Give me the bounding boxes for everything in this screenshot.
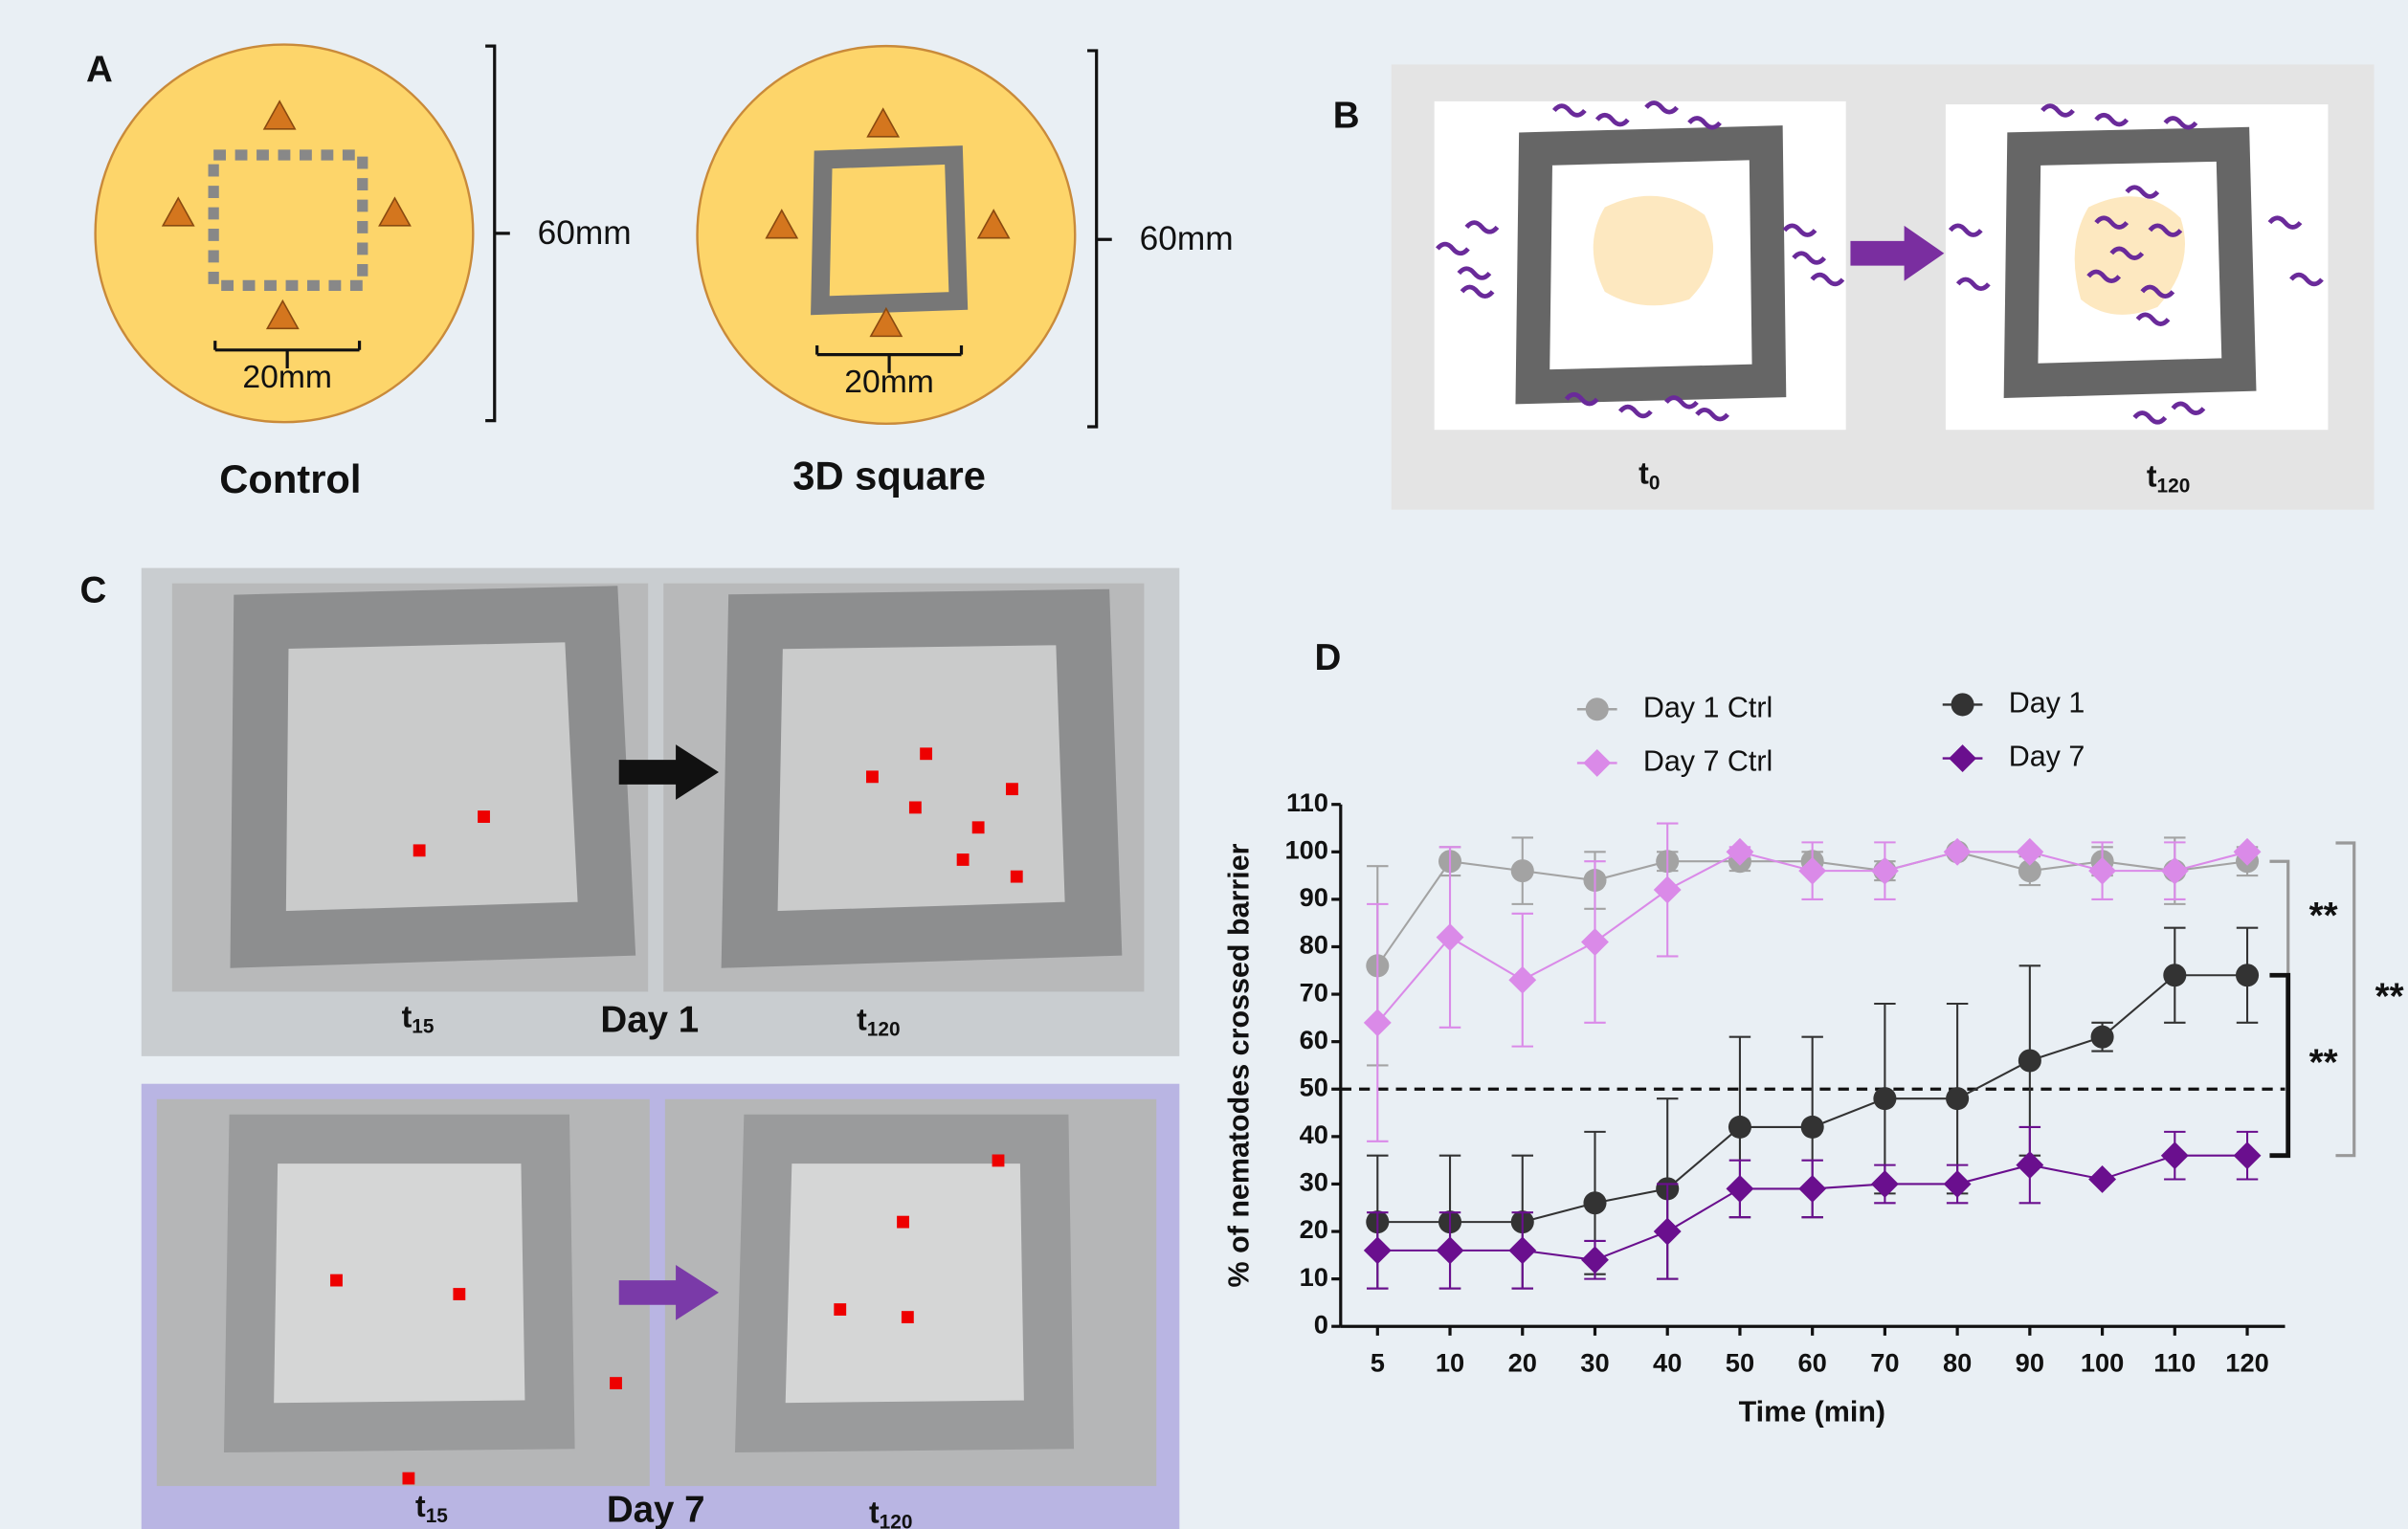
significance-label: **	[2309, 1043, 2338, 1084]
significance-label: **	[2309, 896, 2338, 937]
x-tick-label: 120	[2225, 1348, 2269, 1378]
data-point	[2091, 1026, 2114, 1049]
panel-label: A	[86, 50, 113, 91]
data-point	[1654, 1218, 1682, 1246]
data-point	[1654, 876, 1682, 904]
plot: 0 10 20 30 40 50 60 70 80 90 100 110 5 10 20 30 40 50 60 70…	[1284, 686, 2403, 1377]
data-point	[1946, 1087, 1969, 1110]
data-point	[2163, 964, 2186, 986]
y-tick-label: 70	[1300, 977, 1328, 1007]
x-tick-label: 40	[1653, 1348, 1682, 1378]
data-point	[1873, 1087, 1896, 1110]
x-tick-label: 60	[1798, 1348, 1827, 1378]
caption: Day 7	[607, 1490, 705, 1529]
time-sub: 0	[1649, 472, 1661, 494]
time-base: t	[1639, 456, 1649, 491]
y-tick-label: 40	[1300, 1119, 1328, 1149]
x-tick-label: 5	[1371, 1348, 1385, 1378]
y-tick-label: 0	[1314, 1309, 1328, 1339]
panel-label: D	[1315, 637, 1342, 678]
data-point	[1437, 1236, 1464, 1264]
legend-label: Day 7 Ctrl	[1643, 744, 1773, 777]
x-tick-label: 70	[1870, 1348, 1899, 1378]
significance-label: **	[2375, 977, 2404, 1018]
x-tick-label: 100	[2081, 1348, 2125, 1378]
caption: 3D square	[792, 454, 986, 499]
x-tick-label: 110	[2153, 1348, 2196, 1378]
x-tick-label: 90	[2016, 1348, 2044, 1378]
data-point	[1511, 859, 1534, 882]
legend-marker	[1951, 693, 1974, 716]
scale-label: 20mm	[844, 365, 934, 400]
data-point	[1508, 966, 1536, 994]
x-tick-label: 80	[1943, 1348, 1972, 1378]
y-tick-label: 10	[1300, 1262, 1328, 1292]
caption: Control	[219, 456, 361, 501]
scale-label: 20mm	[242, 360, 332, 395]
x-tick-label: 50	[1726, 1348, 1754, 1378]
legend-marker	[1949, 744, 1976, 772]
time-sub: 120	[867, 1018, 901, 1040]
significance-bracket	[2269, 861, 2287, 975]
panel-label: B	[1333, 96, 1360, 137]
figure: A 60mm 20mm Control 60mm 20mm 3D square …	[0, 0, 2408, 1529]
page: { "panel_a": { "label": "A", "control": …	[0, 0, 2408, 1529]
data-point	[1798, 1175, 1826, 1203]
data-point	[1364, 1008, 1392, 1036]
legend-label: Day 7	[2009, 741, 2085, 773]
x-tick-label: 10	[1436, 1348, 1464, 1378]
dimension: 60mm	[1140, 220, 1234, 257]
data-point	[1364, 1236, 1392, 1264]
time-base: t	[869, 1496, 880, 1529]
legend-marker	[1586, 698, 1609, 720]
time-sub: 120	[880, 1511, 913, 1529]
time-base: t	[857, 1003, 867, 1037]
time-base: t	[415, 1490, 426, 1524]
data-point	[2016, 838, 2043, 866]
y-tick-label: 90	[1300, 882, 1328, 912]
y-tick-label: 30	[1300, 1167, 1328, 1197]
data-point	[2018, 1049, 2041, 1072]
data-point	[1801, 1116, 1824, 1139]
data-point	[2161, 1141, 2189, 1169]
data-point	[1583, 1191, 1606, 1214]
legend-label: Day 1 Ctrl	[1643, 691, 1773, 723]
x-tick-label: 30	[1580, 1348, 1609, 1378]
time-sub: 15	[426, 1505, 449, 1527]
legend-marker	[1583, 749, 1611, 777]
data-point	[2236, 964, 2259, 986]
time-base: t	[2147, 459, 2157, 494]
x-axis-title: Time (min)	[1739, 1396, 1886, 1429]
data-point	[1581, 928, 1609, 956]
y-tick-label: 100	[1284, 835, 1328, 865]
data-point	[2234, 1141, 2262, 1169]
panel-label: C	[80, 569, 107, 610]
dimension: 60mm	[538, 214, 632, 252]
y-axis-title: % of nematodes crossed barrier	[1223, 843, 1256, 1287]
data-point	[1944, 838, 1972, 866]
data-point	[1581, 1246, 1609, 1274]
y-tick-label: 20	[1300, 1214, 1328, 1244]
data-point	[2161, 857, 2189, 885]
y-tick-label: 110	[1286, 787, 1328, 817]
y-tick-label: 80	[1300, 930, 1328, 960]
data-point	[2088, 1165, 2116, 1193]
significance-bracket	[2269, 975, 2287, 1155]
data-point	[1728, 1116, 1751, 1139]
data-point	[1727, 1175, 1754, 1203]
data-point	[1437, 923, 1464, 951]
significance-bracket	[2335, 843, 2353, 1156]
data-point	[1508, 1236, 1536, 1264]
x-tick-label: 20	[1508, 1348, 1537, 1378]
caption: Day 1	[600, 1000, 699, 1041]
y-tick-label: 50	[1300, 1072, 1328, 1101]
time-sub: 120	[2157, 475, 2191, 497]
legend-label: Day 1	[2009, 686, 2085, 719]
time-sub: 15	[412, 1015, 435, 1037]
time-base: t	[402, 1000, 412, 1034]
y-tick-label: 60	[1300, 1025, 1328, 1054]
